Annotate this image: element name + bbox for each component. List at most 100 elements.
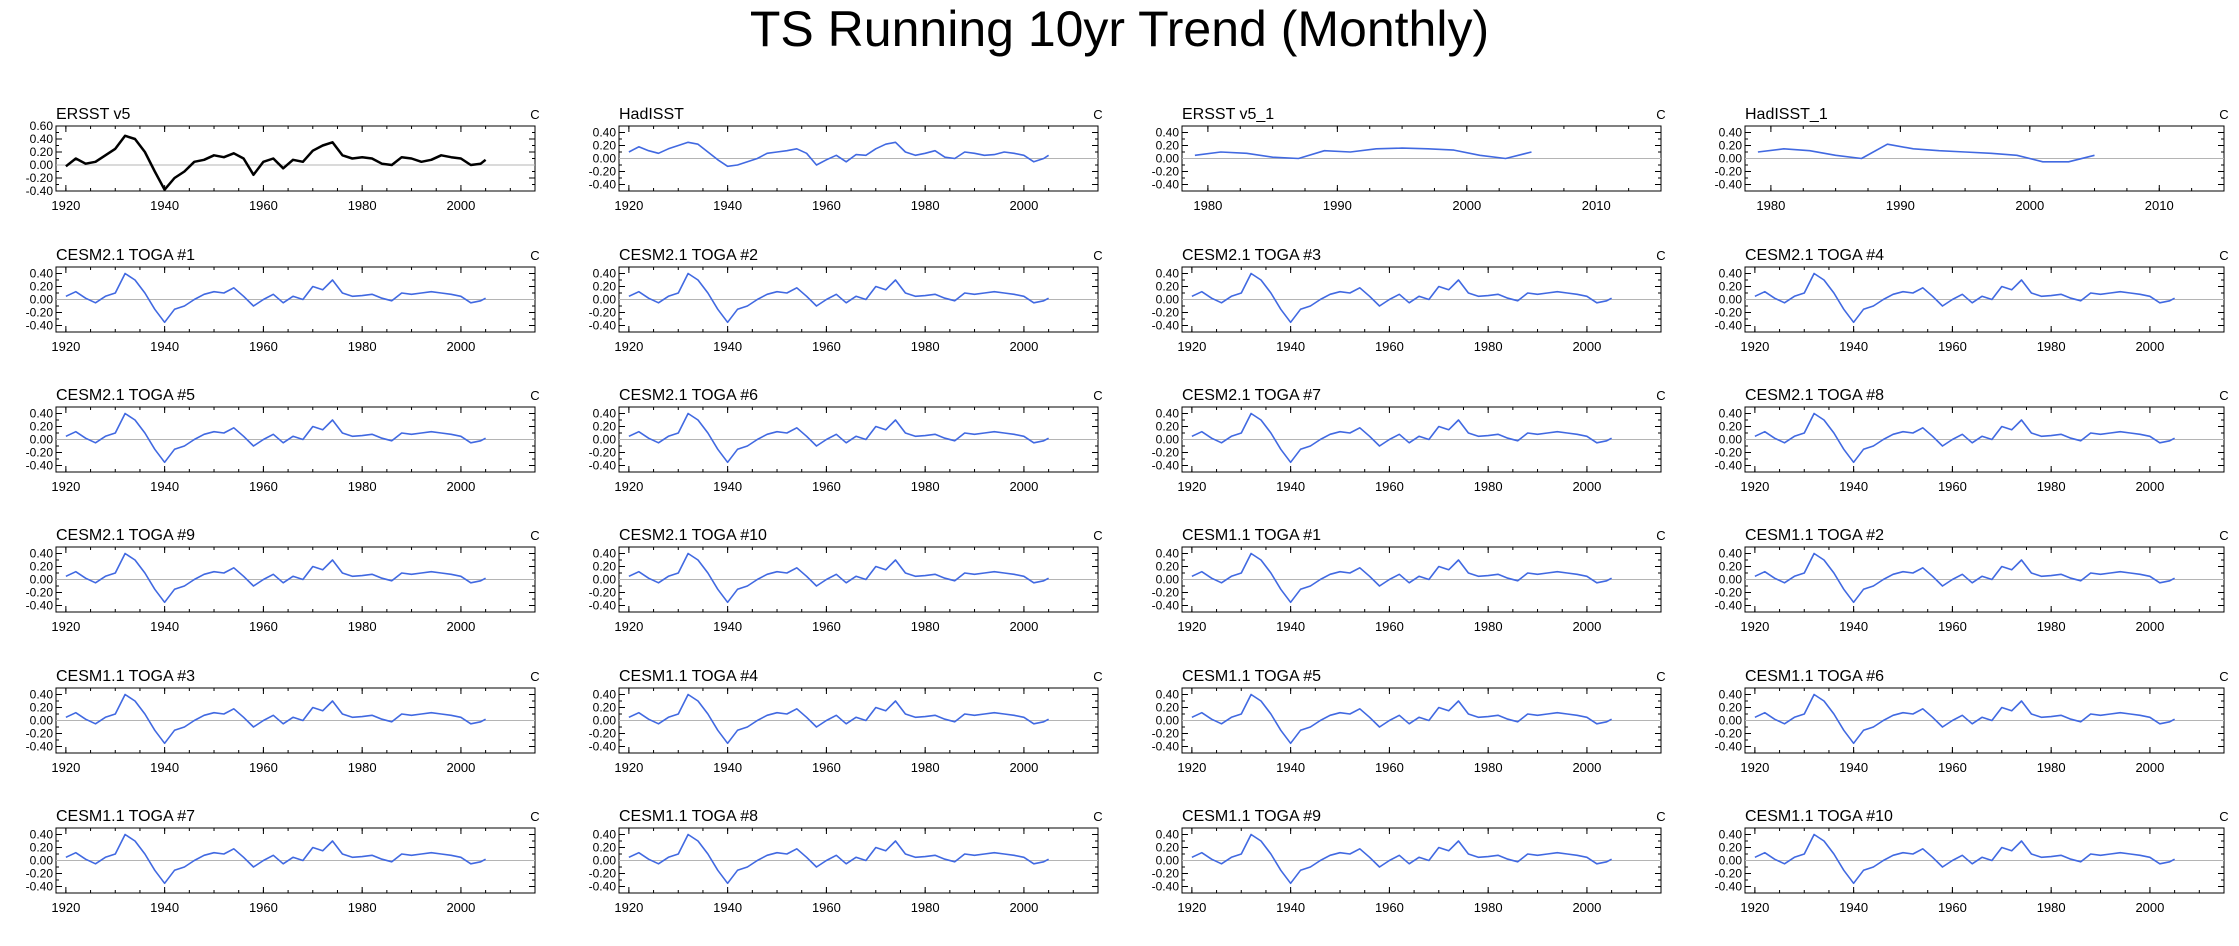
y-tick-label: 0.00 [1719, 854, 1743, 868]
x-tick-label: 1940 [713, 198, 742, 213]
panel-units: C [1656, 528, 1665, 543]
y-tick-label: 0.40 [593, 688, 617, 702]
y-tick-label: -0.20 [1715, 165, 1743, 179]
panel-title: CESM2.1 TOGA #2 [619, 247, 758, 264]
y-tick-label: -0.40 [1152, 599, 1180, 613]
x-tick-label: 2010 [2145, 198, 2174, 213]
y-tick-label: 0.40 [1156, 407, 1180, 421]
y-tick-label: 0.20 [1719, 280, 1743, 294]
y-tick-label: 0.00 [593, 433, 617, 447]
x-tick-label: 2000 [2135, 339, 2164, 354]
y-tick-label: -0.20 [26, 586, 54, 600]
x-tick-label: 1920 [1740, 619, 1769, 634]
y-tick-label: 0.40 [1719, 126, 1743, 140]
y-tick-label: 0.20 [593, 841, 617, 855]
x-tick-label: 1960 [1938, 900, 1967, 915]
series-line [1194, 147, 1532, 160]
y-tick-label: 0.00 [1156, 573, 1180, 587]
panel-units: C [2219, 669, 2228, 684]
y-tick-label: 0.00 [593, 854, 617, 868]
x-tick-label: 1920 [51, 339, 80, 354]
y-tick-label: -0.20 [26, 727, 54, 741]
panel-24: CESM1.1 TOGA #10 C -0.40-0.200.000.200.40 1… [1715, 808, 2229, 915]
x-tick-label: 1920 [614, 479, 643, 494]
x-tick-label: 1960 [1938, 760, 1967, 775]
x-tick-label: 1980 [2037, 339, 2066, 354]
panel-title: CESM2.1 TOGA #7 [1182, 387, 1321, 404]
panel-units: C [1093, 809, 1102, 824]
x-tick-label: 1940 [713, 760, 742, 775]
x-tick-label: 1980 [1474, 339, 1503, 354]
panel-units: C [530, 388, 539, 403]
x-tick-label: 2000 [2135, 619, 2164, 634]
series-line [1191, 272, 1612, 324]
y-tick-label: -0.40 [26, 880, 54, 894]
x-tick-label: 1980 [348, 479, 377, 494]
panel-units: C [2219, 248, 2228, 263]
x-tick-label: 1960 [1938, 339, 1967, 354]
y-tick-label: 0.00 [1156, 433, 1180, 447]
y-tick-label: 0.20 [30, 145, 54, 159]
panel-10: CESM2.1 TOGA #6 C -0.40-0.200.000.200.40 19… [589, 387, 1103, 494]
x-tick-label: 1940 [150, 479, 179, 494]
panel-title: CESM1.1 TOGA #4 [619, 668, 758, 685]
x-tick-label: 1960 [249, 619, 278, 634]
panel-22: CESM1.1 TOGA #8 C -0.40-0.200.000.200.40 19… [589, 808, 1103, 915]
y-tick-label: -0.20 [589, 165, 617, 179]
panel-units: C [530, 248, 539, 263]
x-tick-label: 1940 [1276, 760, 1305, 775]
series-line [1191, 833, 1612, 885]
x-tick-label: 1980 [1474, 619, 1503, 634]
x-tick-label: 1940 [713, 339, 742, 354]
y-tick-label: -0.20 [26, 867, 54, 881]
y-tick-label: -0.20 [1152, 165, 1180, 179]
y-tick-label: -0.40 [1715, 599, 1743, 613]
x-tick-label: 1980 [1193, 198, 1222, 213]
y-tick-label: 0.00 [593, 714, 617, 728]
panel-units: C [1656, 669, 1665, 684]
y-tick-label: 0.20 [30, 701, 54, 715]
x-tick-label: 1980 [911, 479, 940, 494]
y-tick-label: 0.20 [1156, 701, 1180, 715]
panel-units: C [2219, 809, 2228, 824]
y-tick-label: -0.40 [589, 740, 617, 754]
x-tick-label: 1920 [1740, 479, 1769, 494]
y-tick-label: 0.60 [30, 119, 54, 133]
x-tick-label: 2000 [2135, 900, 2164, 915]
panel-title: CESM1.1 TOGA #7 [56, 808, 195, 825]
y-tick-label: 0.20 [1156, 560, 1180, 574]
x-tick-label: 2000 [1572, 619, 1601, 634]
y-tick-label: -0.20 [26, 446, 54, 460]
panel-title: CESM2.1 TOGA #6 [619, 387, 758, 404]
y-tick-label: 0.00 [30, 158, 54, 172]
panel-17: CESM1.1 TOGA #3 C -0.40-0.200.000.200.40 19… [26, 668, 540, 775]
panel-2: HadISST C -0.40-0.200.000.200.40 1920 1940 19… [589, 106, 1103, 213]
panel-13: CESM2.1 TOGA #9 C -0.40-0.200.000.200.40 19… [26, 527, 540, 634]
y-tick-label: 0.40 [593, 407, 617, 421]
panel-units: C [2219, 388, 2228, 403]
y-tick-label: 0.00 [30, 714, 54, 728]
y-tick-label: -0.40 [589, 319, 617, 333]
series-line [1754, 412, 2175, 464]
x-tick-label: 1920 [1740, 760, 1769, 775]
y-tick-label: 0.00 [1719, 433, 1743, 447]
x-tick-label: 2000 [446, 198, 475, 213]
panel-9: CESM2.1 TOGA #5 C -0.40-0.200.000.200.40 19… [26, 387, 540, 494]
y-tick-label: -0.40 [1152, 740, 1180, 754]
x-tick-label: 1920 [1177, 760, 1206, 775]
x-tick-label: 1940 [1839, 900, 1868, 915]
y-tick-label: 0.20 [1719, 560, 1743, 574]
panel-title: CESM1.1 TOGA #5 [1182, 668, 1321, 685]
x-tick-label: 1920 [614, 900, 643, 915]
panel-4: HadISST_1 C -0.40-0.200.000.200.40 1980 1990… [1715, 106, 2229, 213]
x-tick-label: 1940 [1276, 900, 1305, 915]
x-tick-label: 2000 [1452, 198, 1481, 213]
y-tick-label: 0.20 [1719, 139, 1743, 153]
y-tick-label: 0.20 [1156, 420, 1180, 434]
x-tick-label: 1940 [1839, 479, 1868, 494]
panel-20: CESM1.1 TOGA #6 C -0.40-0.200.000.200.40 19… [1715, 668, 2229, 775]
x-tick-label: 2000 [446, 760, 475, 775]
y-tick-label: 0.40 [593, 267, 617, 281]
x-tick-label: 1960 [812, 619, 841, 634]
